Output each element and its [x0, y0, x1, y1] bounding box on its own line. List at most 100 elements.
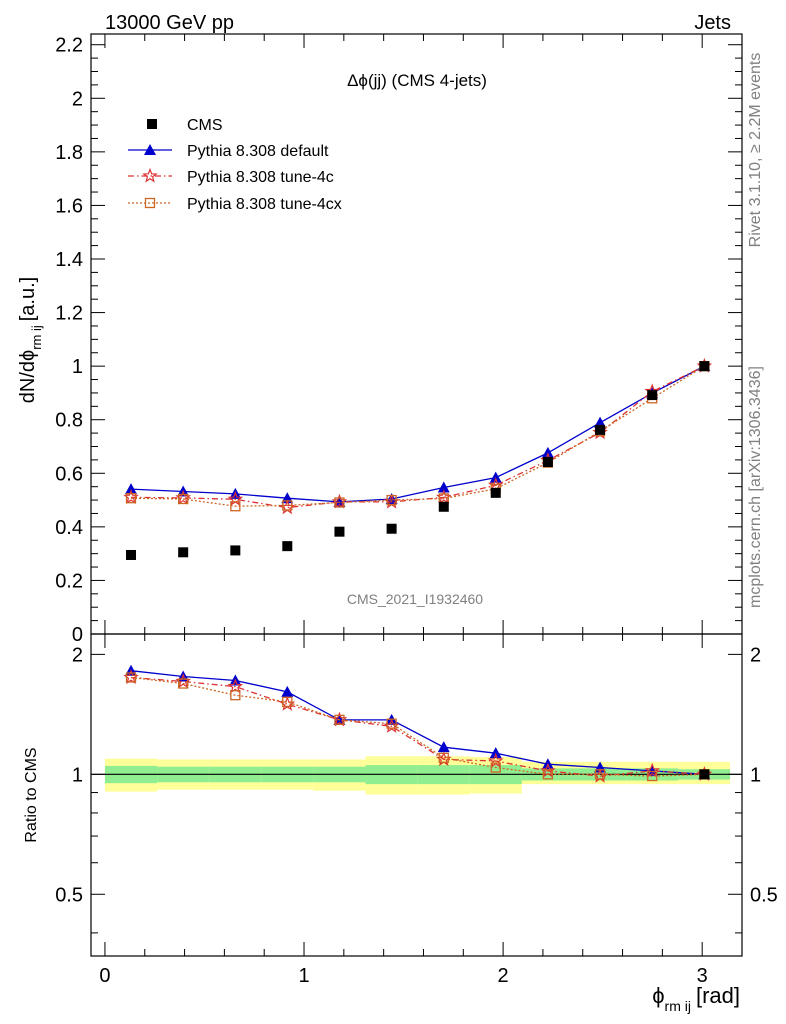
data-point [125, 483, 138, 495]
ratio-point [437, 741, 450, 753]
side-mcplots-label: mcplots.cern.ch [arXiv:1306.3436] [747, 366, 764, 608]
ratio-point [540, 762, 556, 778]
legend-label: Pythia 8.308 tune-4c [187, 169, 334, 186]
data-point [699, 361, 710, 372]
legend-marker [142, 167, 158, 183]
data-point [647, 390, 658, 401]
series-line [130, 365, 705, 507]
ratio-point [489, 747, 502, 759]
ratio-axis-label: Ratio to CMS [23, 747, 40, 842]
x-axis-label: ϕrm ij [rad] [652, 983, 740, 1014]
ratio-point [386, 718, 397, 729]
y-axis-label-sub: rm ij [29, 325, 44, 350]
series-pythia-8-308-tune-4c [123, 357, 713, 515]
ratio-frame [90, 633, 743, 957]
legend-entry: Pythia 8.308 tune-4c [128, 167, 334, 186]
ratio-point [647, 770, 658, 782]
legend-entry: CMS [147, 117, 223, 134]
ratio-point [334, 714, 345, 726]
ratio-point [178, 678, 189, 689]
ratio-axes: 0 1 2 3 0.5 0.5 1 1 2 2 [55, 633, 778, 987]
ratio-cms [699, 769, 710, 780]
y-tick-label: 0.6 [55, 463, 83, 485]
legend: CMS Pythia 8.308 default Pythia 8.308 tune… [128, 117, 342, 213]
data-point [282, 541, 293, 552]
main-series [123, 357, 713, 560]
data-point [178, 547, 189, 558]
y-tick-label: 2 [72, 88, 83, 110]
data-point [438, 501, 449, 512]
main-axes: 0 0.2 0.4 0.6 0.8 1 1.2 1.4 1.6 1.8 2 2.2 [55, 33, 743, 646]
series-line [130, 365, 705, 509]
x-axis-label-unit: [rad] [696, 983, 740, 1008]
y-tick-label: 1.2 [55, 303, 83, 325]
uncertainty-bands [104, 756, 731, 795]
y-tick-label: 2.2 [55, 35, 83, 57]
data-point [542, 457, 553, 468]
x-axis-label-main: ϕ [652, 983, 664, 1008]
ratio-point [281, 685, 294, 697]
ratio-point [699, 769, 710, 780]
data-point [178, 493, 189, 505]
y-tick-label: 1 [72, 356, 83, 378]
ratio-point [594, 769, 606, 780]
series-cms [126, 361, 710, 560]
data-point [125, 493, 137, 504]
ratio-tick-label-left: 1 [72, 764, 83, 786]
legend-label: CMS [187, 117, 223, 134]
ratio-line [130, 676, 705, 777]
y-tick-label: 1.8 [55, 142, 83, 164]
data-point [437, 481, 450, 493]
y-tick-label: 0.2 [55, 570, 83, 592]
ratio-point [230, 690, 241, 701]
series-pythia-8-308-tune-4cx [125, 360, 710, 512]
ratio-line [130, 676, 705, 777]
ratio-tick-label-right: 1 [750, 764, 761, 786]
legend-marker [147, 119, 157, 129]
x-tick-label: 1 [298, 965, 309, 987]
legend-label: Pythia 8.308 tune-4cx [187, 196, 342, 213]
side-rivet-label: Rivet 3.1.10, ≥ 2.2M events [747, 53, 764, 248]
y-tick-label: 0.8 [55, 410, 83, 432]
legend-marker [144, 197, 156, 209]
y-tick-label: 0 [72, 624, 83, 646]
series-pythia-8-308-default [125, 360, 711, 507]
ratio-panel: 0 1 2 3 0.5 0.5 1 1 2 2 Ratio to CMS [23, 633, 778, 987]
x-tick-label: 3 [697, 965, 708, 987]
ratio-point [490, 762, 501, 773]
ratio-tick-label-left: 2 [72, 644, 83, 666]
legend-marker [144, 144, 156, 155]
data-point [282, 500, 293, 511]
ratio-tick-label-right: 2 [750, 644, 761, 666]
y-axis-label-main: dN/dϕ [17, 350, 39, 403]
legend-entry: Pythia 8.308 default [128, 143, 329, 160]
ratio-point [125, 672, 137, 683]
data-point [126, 549, 137, 560]
y-tick-label: 0.4 [55, 517, 83, 539]
x-axis-label-sub: rm ij [665, 998, 691, 1014]
y-axis-label-unit: [a.u.] [17, 277, 39, 321]
x-tick-label: 2 [498, 965, 509, 987]
chart-title: Δϕ(jj) (CMS 4-jets) [347, 71, 487, 90]
y-tick-label: 1.4 [55, 249, 83, 271]
data-point [489, 471, 502, 483]
ratio-point [487, 752, 504, 768]
data-point [386, 494, 397, 506]
data-point [595, 424, 606, 435]
svg-text:ϕrm ij[rad]: ϕrm ij [rad] [652, 983, 740, 1014]
svg-text:dN/dϕrm ij[a.u.]: dN/dϕrm ij [a.u.] [17, 277, 44, 403]
ratio-tick-label-left: 0.5 [55, 884, 83, 906]
ratio-line [130, 670, 705, 775]
x-tick-label: 0 [99, 965, 110, 987]
y-tick-label: 1.6 [55, 195, 83, 217]
legend-label: Pythia 8.308 default [187, 143, 329, 160]
analysis-watermark: CMS_2021_I1932460 [347, 591, 483, 607]
header-energy: 13000 GeV pp [105, 12, 234, 34]
data-point [230, 545, 241, 556]
ratio-point [644, 762, 661, 778]
series-line [130, 365, 705, 503]
data-point [386, 523, 397, 534]
legend-entry: Pythia 8.308 tune-4cx [128, 196, 342, 213]
data-point [334, 497, 345, 508]
